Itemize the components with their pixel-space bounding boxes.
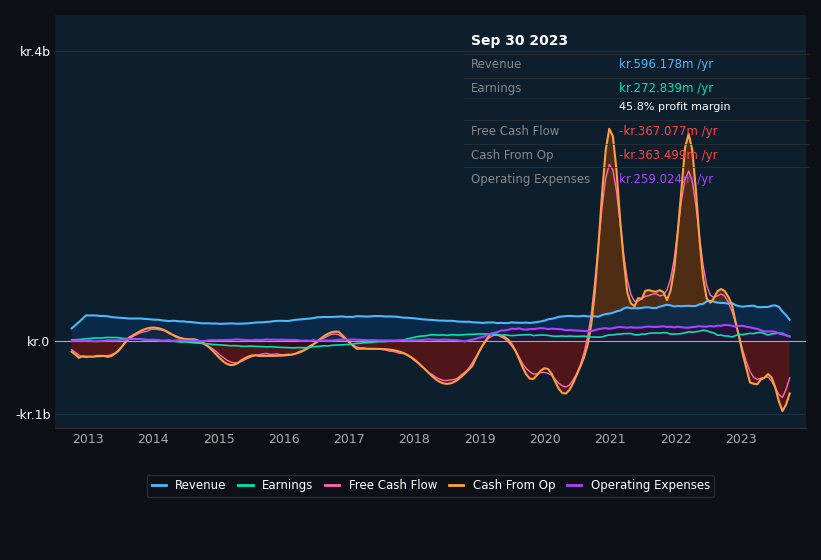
Text: kr.596.178m /yr: kr.596.178m /yr <box>619 58 713 72</box>
Text: Operating Expenses: Operating Expenses <box>470 173 590 186</box>
Text: -kr.363.499m /yr: -kr.363.499m /yr <box>619 149 718 162</box>
Text: Earnings: Earnings <box>470 82 522 96</box>
Text: Sep 30 2023: Sep 30 2023 <box>470 34 568 48</box>
Text: Cash From Op: Cash From Op <box>470 149 553 162</box>
Text: kr.259.024m /yr: kr.259.024m /yr <box>619 173 713 186</box>
Text: -kr.367.077m /yr: -kr.367.077m /yr <box>619 125 718 138</box>
Text: 45.8% profit margin: 45.8% profit margin <box>619 102 731 113</box>
Text: kr.272.839m /yr: kr.272.839m /yr <box>619 82 713 96</box>
Legend: Revenue, Earnings, Free Cash Flow, Cash From Op, Operating Expenses: Revenue, Earnings, Free Cash Flow, Cash … <box>147 474 714 497</box>
Text: Revenue: Revenue <box>470 58 522 72</box>
Text: Free Cash Flow: Free Cash Flow <box>470 125 559 138</box>
